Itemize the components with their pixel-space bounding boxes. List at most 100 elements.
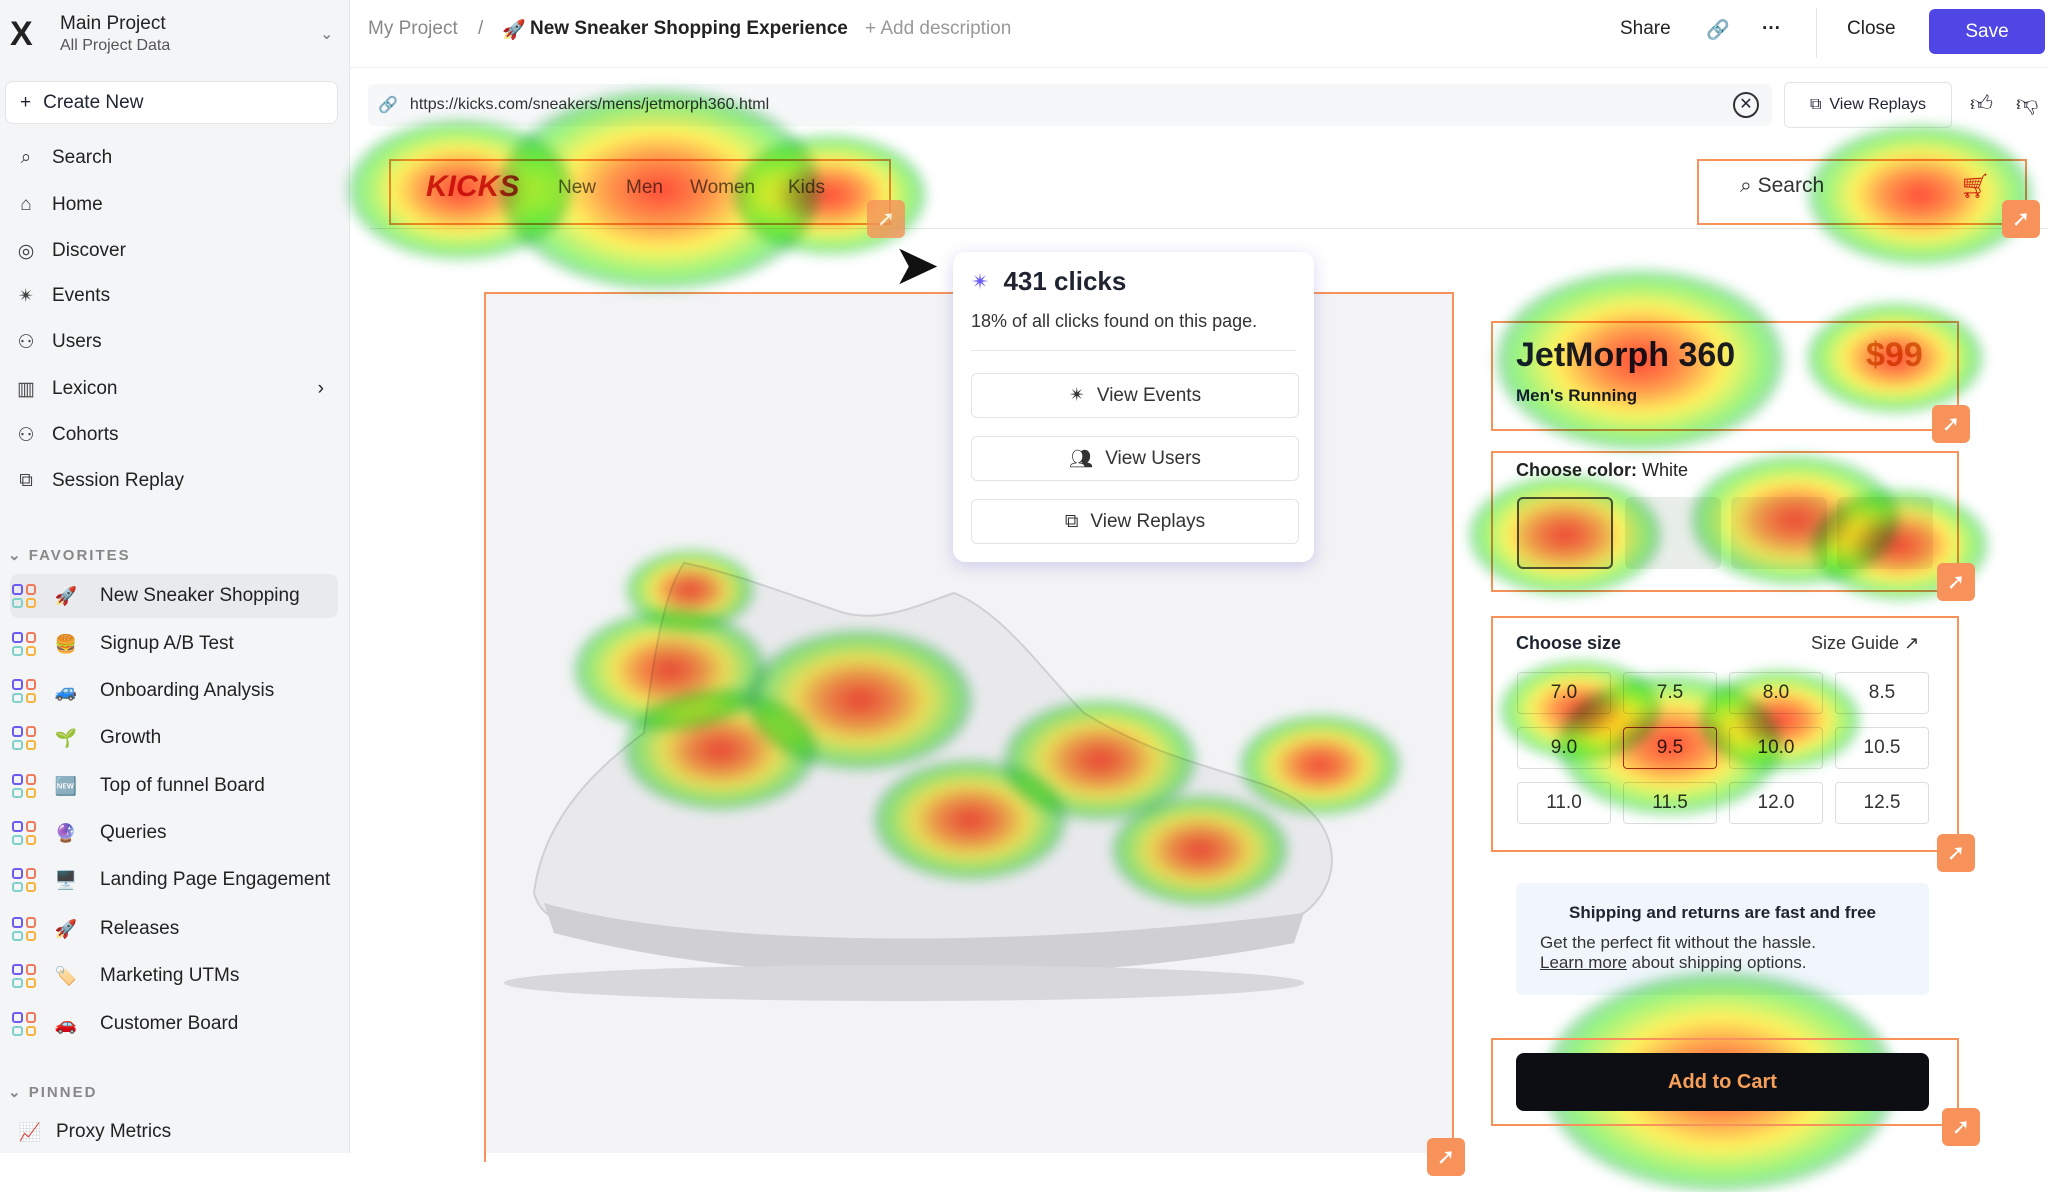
click-badge-icon[interactable]: ➚: [1937, 563, 1975, 601]
size-option-8.5[interactable]: 8.5: [1835, 672, 1929, 714]
breadcrumb-root[interactable]: My Project: [368, 18, 458, 39]
click-icon: ✴: [971, 268, 990, 294]
users-icon: 👥︎: [1069, 448, 1094, 470]
sidebar-item-label: Discover: [52, 240, 126, 261]
click-badge-icon[interactable]: ➚: [1427, 1138, 1465, 1176]
view-events-button[interactable]: ✴ View Events: [971, 373, 1299, 418]
size-option-12.5[interactable]: 12.5: [1835, 782, 1929, 824]
board-icon: [12, 632, 36, 656]
replay-icon: ⧉: [1809, 96, 1822, 113]
thumbs-up-icon[interactable]: 👍︎: [1970, 91, 1993, 116]
size-picker-region[interactable]: [1491, 616, 1959, 852]
replay-icon: ⧉: [19, 470, 33, 491]
sidebar-item-label: Users: [52, 331, 102, 352]
header-actions-click-region[interactable]: [1697, 159, 2027, 225]
product-price: $99: [1866, 336, 1923, 374]
sidebar-item-events[interactable]: ✴ Events: [14, 279, 334, 313]
favorite-item-label: New Sneaker Shopping: [100, 585, 300, 606]
click-badge-icon[interactable]: ➚: [1932, 405, 1970, 443]
clear-url-icon[interactable]: ✕: [1733, 92, 1759, 118]
color-swatch-beige[interactable]: [1837, 497, 1933, 569]
size-option-11.5[interactable]: 11.5: [1623, 782, 1717, 824]
favorite-item-label: Releases: [100, 918, 180, 939]
size-option-7.5[interactable]: 7.5: [1623, 672, 1717, 714]
favorite-item[interactable]: 🍔 Signup A/B Test: [10, 622, 338, 666]
project-name[interactable]: Main Project: [60, 13, 166, 34]
add-description-link[interactable]: + Add description: [865, 18, 1012, 39]
color-swatch-white[interactable]: [1517, 497, 1613, 569]
sidebar-item-discover[interactable]: ◎ Discover: [14, 234, 334, 268]
replay-icon: ⧉: [1064, 510, 1079, 532]
size-guide-label: Size Guide: [1811, 633, 1900, 653]
click-badge-icon[interactable]: ➚: [867, 200, 905, 238]
view-users-button[interactable]: 👥︎ View Users: [971, 436, 1299, 481]
color-swatch-gray[interactable]: [1731, 497, 1827, 569]
app-logo[interactable]: X: [10, 15, 33, 53]
favorite-emoji-icon: 🖥️: [54, 869, 78, 890]
favorite-item[interactable]: 🆕 Top of funnel Board: [10, 764, 338, 808]
pinned-item-proxy-metrics[interactable]: 📈 Proxy Metrics: [14, 1110, 342, 1154]
product-category: Men's Running: [1516, 386, 1638, 405]
favorite-item-label: Top of funnel Board: [100, 775, 265, 796]
link-icon[interactable]: 🔗: [1706, 20, 1730, 41]
learn-more-link[interactable]: Learn more: [1540, 953, 1627, 972]
board-icon: [12, 868, 36, 892]
color-swatch-green[interactable]: [1625, 497, 1721, 569]
favorite-item[interactable]: 🚀 Releases: [10, 907, 338, 951]
size-option-10.0[interactable]: 10.0: [1729, 727, 1823, 769]
pinned-header[interactable]: ⌄ PINNED: [8, 1084, 98, 1101]
sidebar-item-label: Session Replay: [52, 470, 185, 491]
favorite-item[interactable]: 🔮 Queries: [10, 811, 338, 855]
shipping-title: Shipping and returns are fast and free: [1568, 903, 1876, 922]
click-badge-icon[interactable]: ➚: [1942, 1108, 1980, 1146]
users-icon: ⚇: [17, 424, 35, 446]
click-badge-icon[interactable]: ➚: [1937, 834, 1975, 872]
create-new-label: Create New: [43, 91, 144, 113]
product-name: JetMorph 360: [1516, 336, 1736, 374]
favorite-item[interactable]: 🚗 Customer Board: [10, 1002, 338, 1046]
view-replays-button[interactable]: ⧉ View Replays: [1784, 82, 1952, 128]
more-icon[interactable]: ···: [1762, 18, 1781, 39]
nav-click-region[interactable]: [389, 159, 891, 225]
favorite-item-label: Growth: [100, 727, 162, 748]
click-badge-icon[interactable]: ➚: [2002, 200, 2040, 238]
sidebar-item-cohorts[interactable]: ⚇ Cohorts: [14, 418, 334, 452]
size-option-9.0[interactable]: 9.0: [1517, 727, 1611, 769]
size-option-7.0[interactable]: 7.0: [1517, 672, 1611, 714]
size-option-8.0[interactable]: 8.0: [1729, 672, 1823, 714]
close-button[interactable]: Close: [1847, 18, 1896, 39]
chevron-down-icon[interactable]: ⌄: [320, 26, 334, 43]
sidebar: X Main Project All Project Data ⌄ + Creat…: [0, 0, 350, 1153]
favorite-item[interactable]: 🏷️ Marketing UTMs: [10, 954, 338, 998]
favorites-header[interactable]: ⌄ FAVORITES: [8, 547, 131, 564]
favorite-item-label: Landing Page Engagement: [100, 869, 331, 890]
size-guide-link[interactable]: Size Guide ↗: [1811, 633, 1919, 654]
url-bar[interactable]: 🔗 https://kicks.com/sneakers/mens/jetmorp…: [368, 84, 1772, 126]
sidebar-item-users[interactable]: ⚇ Users: [14, 325, 334, 359]
sidebar-item-session-replay[interactable]: ⧉ Session Replay: [14, 464, 334, 498]
add-to-cart-region[interactable]: [1491, 1038, 1959, 1126]
thumbs-down-icon[interactable]: 👎︎: [2016, 91, 2039, 116]
favorite-item[interactable]: 🌱 Growth: [10, 716, 338, 760]
page-title[interactable]: New Sneaker Shopping Experience: [530, 18, 848, 39]
create-new-button[interactable]: + Create New: [5, 81, 338, 124]
sidebar-item-search[interactable]: ⌕ Search: [14, 141, 334, 175]
site-search-button[interactable]: ⌕ Search: [1740, 174, 1824, 198]
search-icon: ⌕: [1740, 174, 1758, 197]
size-option-11.0[interactable]: 11.0: [1517, 782, 1611, 824]
sidebar-item-home[interactable]: ⌂ Home: [14, 188, 334, 222]
favorite-item[interactable]: 🚀 New Sneaker Shopping: [10, 574, 338, 618]
save-button[interactable]: Save: [1929, 9, 2045, 54]
sidebar-item-lexicon[interactable]: ▥ Lexicon ›: [14, 372, 334, 406]
size-option-12.0[interactable]: 12.0: [1729, 782, 1823, 824]
sidebar-item-label: Home: [52, 194, 103, 215]
size-option-10.5[interactable]: 10.5: [1835, 727, 1929, 769]
board-icon: [12, 917, 36, 941]
shipping-text: Get the perfect fit without the hassle.: [1540, 933, 1816, 952]
favorite-item[interactable]: 🖥️ Landing Page Engagement: [10, 858, 338, 902]
favorite-item[interactable]: 🚙 Onboarding Analysis: [10, 669, 338, 713]
favorite-emoji-icon: 🚙: [54, 680, 78, 701]
view-replays-popup-button[interactable]: ⧉ View Replays: [971, 499, 1299, 544]
size-option-9.5[interactable]: 9.5: [1623, 727, 1717, 769]
share-button[interactable]: Share: [1620, 18, 1671, 39]
